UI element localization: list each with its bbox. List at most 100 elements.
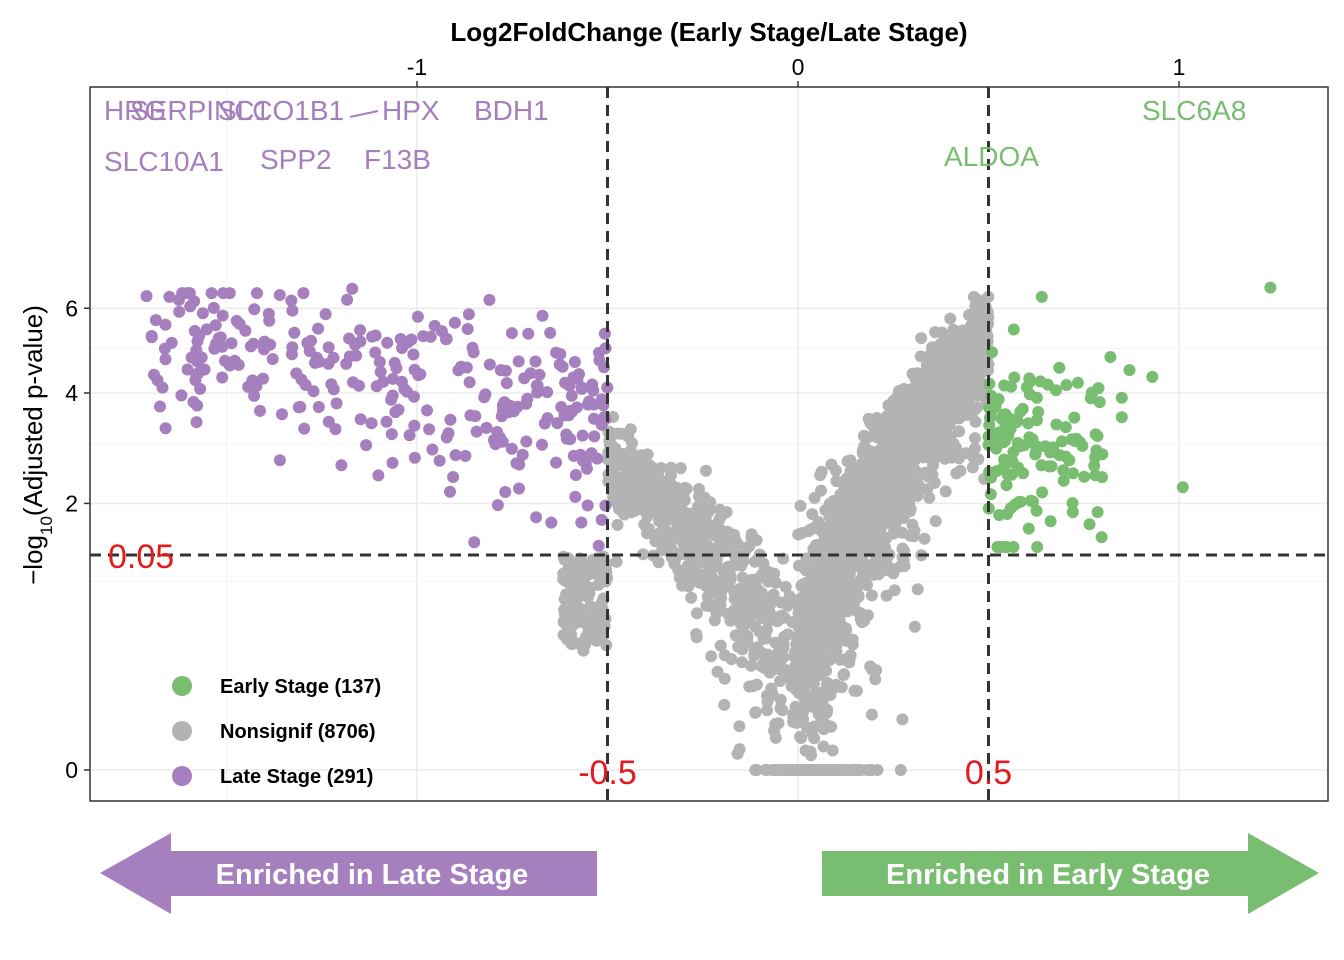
point-late [462,308,475,321]
point-nonsig [684,553,697,566]
point-nonsig [857,429,870,442]
point-nonsig [633,457,645,470]
point-late [187,396,200,408]
point-nonsig [653,515,666,527]
point-late [576,429,589,442]
point-nonsig [714,639,727,652]
point-nonsig [724,529,737,542]
point-late [230,314,243,327]
point-nonsig [944,312,957,325]
point-nonsig [694,509,707,522]
point-nonsig [607,488,620,501]
point-nonsig [842,496,855,509]
point-late [524,367,537,380]
point-nonsig [685,591,698,604]
point-nonsig [733,720,746,733]
x-axis-ticks: -1 0 1 [407,54,1185,87]
point-late [544,326,557,339]
point-late [374,365,387,378]
point-early [1060,379,1073,391]
point-late [335,459,348,472]
point-late [301,336,314,349]
point-late [207,301,220,314]
gene-label-f13b: F13B [364,144,431,175]
threshold-lines [90,87,1328,801]
point-early [1083,518,1096,531]
point-nonsig [927,364,940,377]
point-early [1050,418,1063,431]
point-late [386,456,399,469]
point-late [599,499,612,512]
point-nonsig [692,500,704,513]
point-nonsig [790,636,803,649]
point-late [541,386,554,399]
point-late [219,354,231,367]
point-nonsig [944,430,957,443]
point-nonsig [833,584,846,597]
point-late [223,287,236,300]
point-late [500,377,513,390]
point-late [294,400,307,413]
x-axis-title: Log2FoldChange (Early Stage/Late Stage) [450,17,967,47]
point-nonsig [949,441,962,454]
point-early [1123,364,1136,377]
point-nonsig [838,653,851,666]
point-nonsig [856,447,869,460]
point-late [276,408,288,421]
point-late [184,300,197,313]
point-nonsig [635,471,648,483]
point-late [173,305,186,318]
point-late [569,490,582,503]
point-nonsig [939,485,952,498]
point-nonsig [882,424,895,436]
point-bdh1 [483,293,496,306]
point-early [1095,531,1108,544]
point-nonsig [798,595,811,608]
point-nonsig [806,508,819,521]
point-late [571,372,584,385]
point-late [505,327,518,340]
point-late [555,401,568,413]
point-early [985,471,998,484]
point-late [531,379,544,392]
point-nonsig [969,432,981,445]
point-nonsig [871,764,884,776]
point-early [1091,430,1104,442]
point-early [984,488,997,501]
point-early [1031,541,1044,553]
point-nonsig [915,403,927,416]
point-nonsig [698,491,711,504]
point-nonsig [559,608,571,621]
point-nonsig [890,504,903,517]
point-late [263,314,276,327]
point-late [254,404,266,417]
point-early [1022,417,1035,430]
point-nonsig [896,713,909,726]
point-nonsig [593,610,606,622]
point-early [1030,504,1043,517]
point-nonsig [871,430,883,443]
point-late [205,287,218,300]
point-late [369,346,382,359]
point-nonsig [969,415,982,428]
point-nonsig [774,612,787,625]
point-late [428,319,441,332]
point-nonsig [844,561,857,574]
point-nonsig [835,629,847,642]
point-nonsig [781,628,794,641]
point-early [1089,451,1102,464]
point-late [350,349,363,362]
point-nonsig [718,649,731,662]
point-nonsig [794,499,807,512]
point-nonsig [721,541,734,554]
point-late [156,381,169,394]
point-nonsig [668,556,681,569]
point-nonsig [617,476,630,489]
point-nonsig [796,580,809,592]
point-late [216,340,229,353]
point-nonsig [750,534,763,547]
point-nonsig [954,464,967,477]
point-early [1020,381,1033,394]
point-nonsig [852,547,865,560]
point-late [327,383,340,396]
